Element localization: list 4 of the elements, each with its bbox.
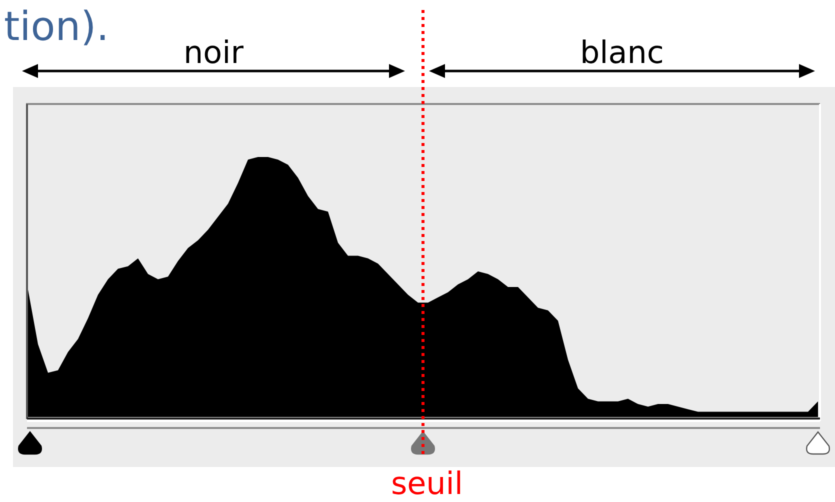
chart-title: tion). [4,4,109,50]
text: seuil [390,466,464,502]
text: noir [184,35,244,71]
text: blanc [580,35,664,71]
